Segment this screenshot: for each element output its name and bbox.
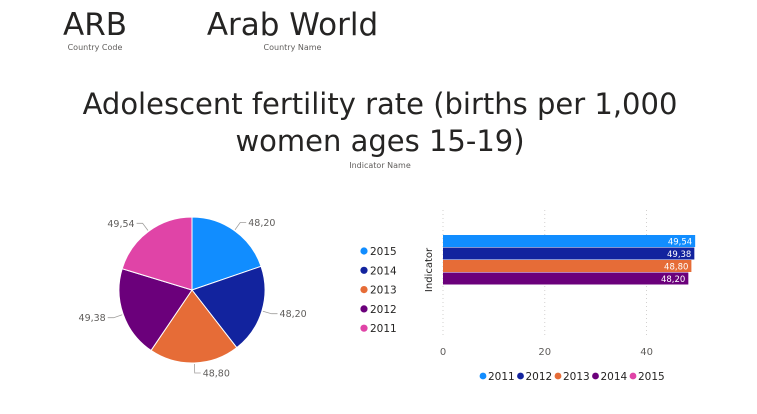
bar-legend[interactable]: 2011 2012 2013 2014 2015 <box>479 371 665 383</box>
pie-data-label-2011: 49,54 <box>107 219 134 230</box>
indicator-card[interactable]: Adolescent fertility rate (births per 1,… <box>80 86 680 170</box>
bar-2014[interactable] <box>443 272 689 285</box>
pie-leader-line-2015 <box>234 222 247 231</box>
bar-legend-item-2013[interactable]: 2013 <box>563 371 590 383</box>
pie-data-label-2014: 48,20 <box>280 309 307 320</box>
pie-leader-line-2014 <box>262 310 278 315</box>
pie-legend-item-2014[interactable]: 2014 <box>370 265 397 277</box>
bar-legend-marker-2011 <box>479 372 487 380</box>
bar-legend-item-2012[interactable]: 2012 <box>526 371 553 383</box>
bar-legend-marker-2013 <box>554 372 562 380</box>
country-code-card[interactable]: ARB Country Code <box>60 8 130 52</box>
pie-slice-2013[interactable] <box>150 289 238 364</box>
pie-leader-line-2011 <box>136 222 149 231</box>
bar-data-label-2011: 49,54 <box>668 237 692 247</box>
bar-legend-item-2015[interactable]: 2015 <box>638 371 665 383</box>
pie-data-label-2013: 48,80 <box>203 368 230 379</box>
bar-legend-item-2011[interactable]: 2011 <box>488 371 515 383</box>
country-code-label: Country Code <box>67 43 123 52</box>
pie-data-label-2012: 49,38 <box>79 313 106 324</box>
country-name-value: Arab World <box>206 7 379 43</box>
pie-slice-2014[interactable] <box>191 265 266 349</box>
country-code-value: ARB <box>62 7 127 43</box>
bar-legend-marker-2012 <box>517 372 524 380</box>
pie-legend-marker-2013 <box>360 286 368 294</box>
bar-2013[interactable] <box>443 260 692 272</box>
bar-data-label-2014: 48,20 <box>661 275 685 285</box>
bar-data-label-2012: 49,38 <box>667 250 691 260</box>
pie-leader-line-2013 <box>194 363 201 374</box>
indicator-value: Adolescent fertility rate (births per 1,… <box>82 87 678 158</box>
bar-legend-marker-2014 <box>592 372 599 380</box>
pie-legend-item-2013[interactable]: 2013 <box>370 285 397 297</box>
bar-x-tick-40: 40 <box>640 347 653 358</box>
pie-legend-marker-2011 <box>360 324 368 332</box>
pie-data-label-2015: 48,20 <box>248 218 275 229</box>
pie-slice-2012[interactable] <box>118 268 193 352</box>
bar-data-label-2013: 48,80 <box>664 262 688 272</box>
pie-legend-item-2012[interactable]: 2012 <box>370 304 397 316</box>
pie-legend-marker-2012 <box>360 305 368 313</box>
pie-chart[interactable]: 48,20 48,20 48,80 49,38 49,54 <box>79 216 307 379</box>
pie-legend-item-2011[interactable]: 2011 <box>370 323 397 335</box>
pie-leader-line-2012 <box>107 314 123 319</box>
bar-2011[interactable] <box>443 235 696 247</box>
bar-legend-item-2014[interactable]: 2014 <box>601 371 628 383</box>
pie-legend-marker-2014 <box>360 266 368 274</box>
pie-legend-marker-2015 <box>360 247 368 255</box>
pie-legend[interactable]: 2015 2014 2013 2012 2011 <box>360 246 397 335</box>
bar-chart[interactable]: 0 20 40 Indicator 49,54 49,38 48,80 48,20 <box>424 210 696 358</box>
bar-x-tick-0: 0 <box>440 347 446 358</box>
pie-legend-item-2015[interactable]: 2015 <box>370 246 397 258</box>
country-name-label: Country Name <box>263 43 322 52</box>
bar-x-tick-20: 20 <box>538 347 551 358</box>
indicator-label: Indicator Name <box>349 161 411 170</box>
country-name-card[interactable]: Arab World Country Name <box>205 8 380 52</box>
pie-slice-2011[interactable] <box>121 216 193 291</box>
bar-2012[interactable] <box>443 247 695 260</box>
bar-legend-marker-2015 <box>629 372 637 380</box>
bar-y-axis-title: Indicator <box>424 247 435 292</box>
